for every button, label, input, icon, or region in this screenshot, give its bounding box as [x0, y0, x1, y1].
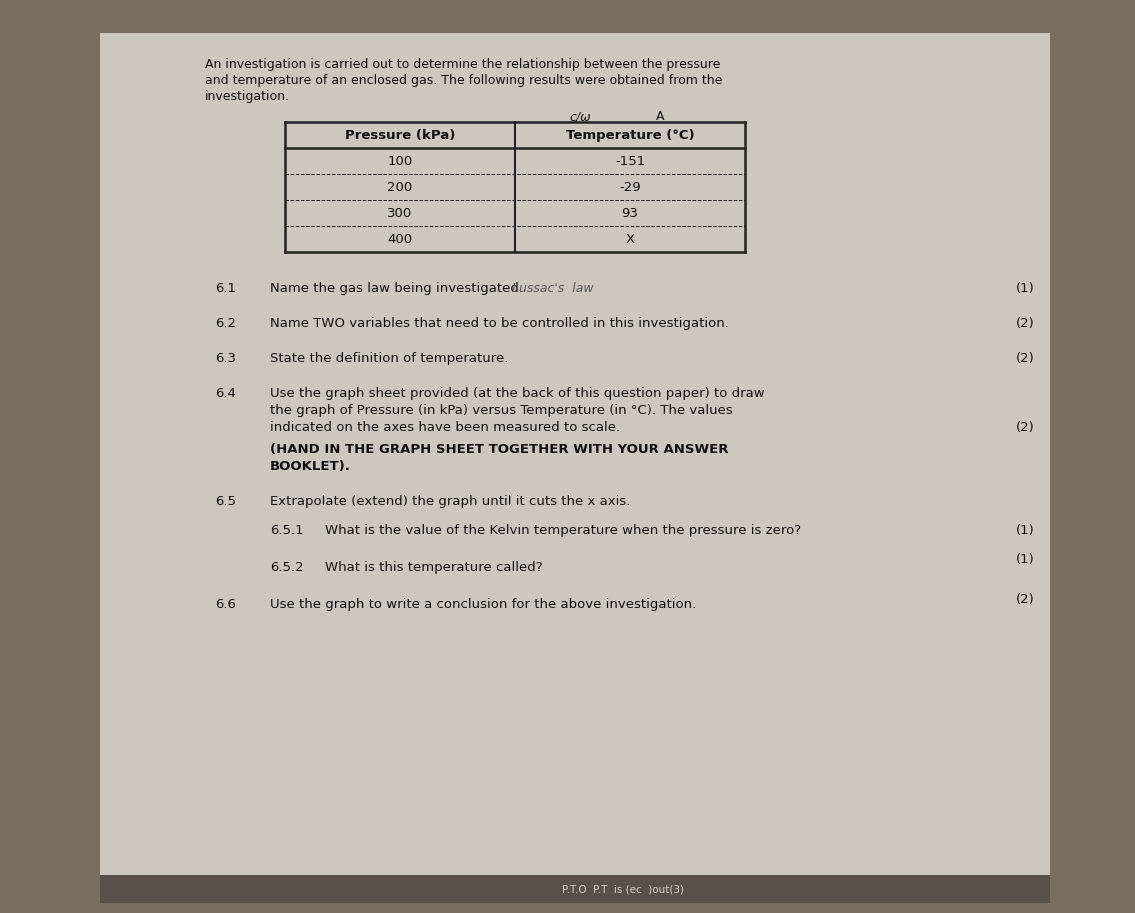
Text: (1): (1) — [1016, 282, 1035, 295]
Text: (2): (2) — [1016, 593, 1035, 606]
Text: P.T.O  P.T  is (ec  )out(3): P.T.O P.T is (ec )out(3) — [562, 884, 683, 894]
Text: 300: 300 — [387, 206, 413, 219]
Text: Name the gas law being investigated.: Name the gas law being investigated. — [270, 282, 523, 295]
Text: (1): (1) — [1016, 553, 1035, 566]
Text: 6.2: 6.2 — [215, 317, 236, 330]
Text: (2): (2) — [1016, 421, 1035, 434]
Text: investigation.: investigation. — [205, 90, 291, 103]
Text: 6.4: 6.4 — [215, 387, 236, 400]
Text: What is this temperature called?: What is this temperature called? — [325, 561, 543, 574]
Text: (1): (1) — [1016, 524, 1035, 537]
Text: the graph of Pressure (in kPa) versus Temperature (in °C). The values: the graph of Pressure (in kPa) versus Te… — [270, 404, 733, 417]
Text: Lussac's  law: Lussac's law — [512, 282, 594, 295]
Text: State the definition of temperature.: State the definition of temperature. — [270, 352, 508, 365]
Text: An investigation is carried out to determine the relationship between the pressu: An investigation is carried out to deter… — [205, 58, 721, 71]
Text: Temperature (°C): Temperature (°C) — [565, 129, 695, 142]
Text: 100: 100 — [387, 154, 413, 167]
FancyBboxPatch shape — [100, 875, 1050, 903]
Text: 6.5: 6.5 — [215, 495, 236, 508]
Text: 6.5.1: 6.5.1 — [270, 524, 304, 537]
Text: 6.6: 6.6 — [215, 598, 236, 611]
Text: and temperature of an enclosed gas. The following results were obtained from the: and temperature of an enclosed gas. The … — [205, 74, 722, 87]
Text: 200: 200 — [387, 181, 413, 194]
Text: -151: -151 — [615, 154, 645, 167]
Text: -29: -29 — [620, 181, 641, 194]
Text: 6.3: 6.3 — [215, 352, 236, 365]
Text: c/ω: c/ω — [569, 110, 591, 123]
Text: Name TWO variables that need to be controlled in this investigation.: Name TWO variables that need to be contr… — [270, 317, 729, 330]
Text: What is the value of the Kelvin temperature when the pressure is zero?: What is the value of the Kelvin temperat… — [325, 524, 801, 537]
Text: (HAND IN THE GRAPH SHEET TOGETHER WITH YOUR ANSWER: (HAND IN THE GRAPH SHEET TOGETHER WITH Y… — [270, 443, 729, 456]
Text: 6.1: 6.1 — [215, 282, 236, 295]
Text: BOOKLET).: BOOKLET). — [270, 460, 351, 473]
Text: Use the graph sheet provided (at the back of this question paper) to draw: Use the graph sheet provided (at the bac… — [270, 387, 765, 400]
Text: 400: 400 — [387, 233, 412, 246]
FancyBboxPatch shape — [100, 33, 1050, 903]
Text: X: X — [625, 233, 634, 246]
Text: 6.5.2: 6.5.2 — [270, 561, 304, 574]
Text: 93: 93 — [622, 206, 638, 219]
Text: Extrapolate (extend) the graph until it cuts the x axis.: Extrapolate (extend) the graph until it … — [270, 495, 630, 508]
Text: (2): (2) — [1016, 317, 1035, 330]
Text: A: A — [656, 110, 664, 123]
Text: (2): (2) — [1016, 352, 1035, 365]
Text: Use the graph to write a conclusion for the above investigation.: Use the graph to write a conclusion for … — [270, 598, 696, 611]
Text: Pressure (kPa): Pressure (kPa) — [345, 129, 455, 142]
Text: indicated on the axes have been measured to scale.: indicated on the axes have been measured… — [270, 421, 620, 434]
